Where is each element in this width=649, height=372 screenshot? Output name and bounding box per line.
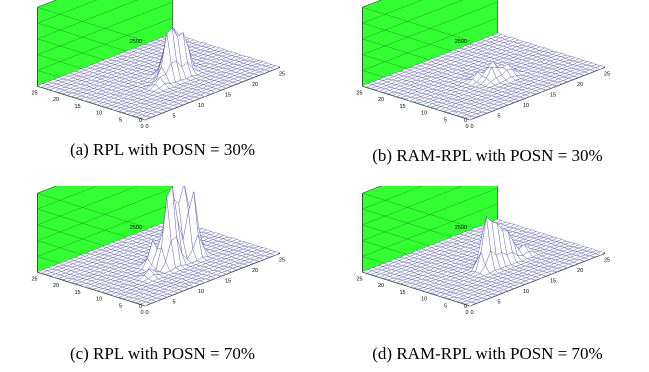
x-tick-label: 20 — [252, 268, 258, 274]
caption-a: (a) RPL with POSN = 30% — [69, 140, 256, 159]
x-tick-label: 5 — [172, 114, 175, 120]
x-tick-label: 20 — [252, 82, 258, 88]
subplot-a: 0500100015002000250005101520250510152025… — [0, 0, 325, 186]
y-tick-label: 0 — [465, 310, 468, 316]
y-tick-label: 5 — [119, 117, 122, 123]
surface-plot-a: 0500100015002000250005101520250510152025 — [31, 0, 285, 130]
x-tick-label: 15 — [550, 279, 556, 285]
x-tick-label: 5 — [172, 300, 175, 306]
y-tick-label: 25 — [356, 276, 362, 282]
y-tick-label: 10 — [421, 111, 427, 117]
surface-mesh — [362, 216, 606, 307]
y-tick-label: 0 — [140, 124, 143, 130]
z-tick-label: 0 — [464, 304, 467, 310]
x-tick-label: 0 — [145, 310, 148, 316]
x-tick-label: 15 — [225, 279, 231, 285]
x-tick-label: 10 — [523, 289, 529, 295]
z-tick-label: 0 — [464, 118, 467, 124]
z-tick-label: 2500 — [455, 225, 467, 231]
z-gridline-left — [362, 193, 471, 228]
y-tick-label: 10 — [96, 111, 102, 117]
y-tick-label: 10 — [421, 297, 427, 303]
subplot-c: 0500100015002000250005101520250510152025… — [0, 186, 325, 372]
y-tick-label: 0 — [140, 310, 143, 316]
surface-plot-c: 0500100015002000250005101520250510152025 — [31, 186, 285, 316]
z-tick-label: 0 — [139, 118, 142, 124]
x-tick-label: 10 — [523, 103, 529, 109]
x-tick-label: 10 — [198, 103, 204, 109]
y-tick-label: 5 — [444, 303, 447, 309]
y-tick-label: 15 — [74, 290, 80, 296]
x-tick-label: 0 — [470, 310, 473, 316]
x-tick-label: 25 — [604, 72, 610, 78]
mesh-cell — [465, 115, 476, 121]
y-tick-label: 25 — [31, 276, 37, 282]
x-tick-label: 20 — [577, 268, 583, 274]
z-gridline-left — [37, 7, 146, 42]
surface-mesh — [362, 32, 606, 121]
y-tick-label: 25 — [31, 90, 37, 96]
z-gridline-left — [362, 7, 471, 42]
surface-plot-b: 0500100015002000250005101520250510152025 — [356, 0, 610, 130]
z-tick-label: 2500 — [130, 225, 142, 231]
x-tick-label: 25 — [604, 258, 610, 264]
y-tick-label: 15 — [399, 290, 405, 296]
surface-mesh — [37, 27, 281, 121]
y-tick-label: 15 — [74, 104, 80, 110]
surface-plot-d: 0500100015002000250005101520250510152025 — [356, 186, 610, 316]
caption-c: (c) RPL with POSN = 70% — [69, 344, 256, 363]
subplot-b: 0500100015002000250005101520250510152025… — [325, 0, 649, 186]
y-tick-label: 25 — [356, 90, 362, 96]
x-tick-label: 25 — [279, 258, 285, 264]
caption-d: (d) RAM-RPL with POSN = 70% — [372, 344, 603, 363]
x-tick-label: 0 — [145, 124, 148, 130]
y-tick-label: 0 — [465, 124, 468, 130]
y-tick-label: 5 — [444, 117, 447, 123]
y-tick-label: 10 — [96, 297, 102, 303]
mesh-cell — [140, 115, 151, 121]
surface-mesh — [37, 186, 281, 307]
x-tick-label: 25 — [279, 72, 285, 78]
y-tick-label: 20 — [53, 97, 59, 103]
y-tick-label: 20 — [53, 283, 59, 289]
y-tick-label: 5 — [119, 303, 122, 309]
subplot-d: 0500100015002000250005101520250510152025… — [325, 186, 649, 372]
z-tick-label: 0 — [139, 304, 142, 310]
caption-b: (b) RAM-RPL with POSN = 30% — [372, 146, 603, 165]
y-tick-label: 15 — [399, 104, 405, 110]
z-tick-label: 2500 — [455, 39, 467, 45]
x-tick-label: 5 — [497, 300, 500, 306]
x-tick-label: 15 — [225, 93, 231, 99]
x-tick-label: 5 — [497, 114, 500, 120]
y-tick-label: 20 — [378, 283, 384, 289]
mesh-cell — [140, 301, 151, 307]
x-tick-label: 0 — [470, 124, 473, 130]
y-tick-label: 20 — [378, 97, 384, 103]
z-gridline-left — [37, 193, 146, 228]
z-tick-label: 2500 — [130, 39, 142, 45]
x-tick-label: 15 — [550, 93, 556, 99]
x-tick-label: 20 — [577, 82, 583, 88]
mesh-cell — [465, 301, 476, 307]
x-tick-label: 10 — [198, 289, 204, 295]
